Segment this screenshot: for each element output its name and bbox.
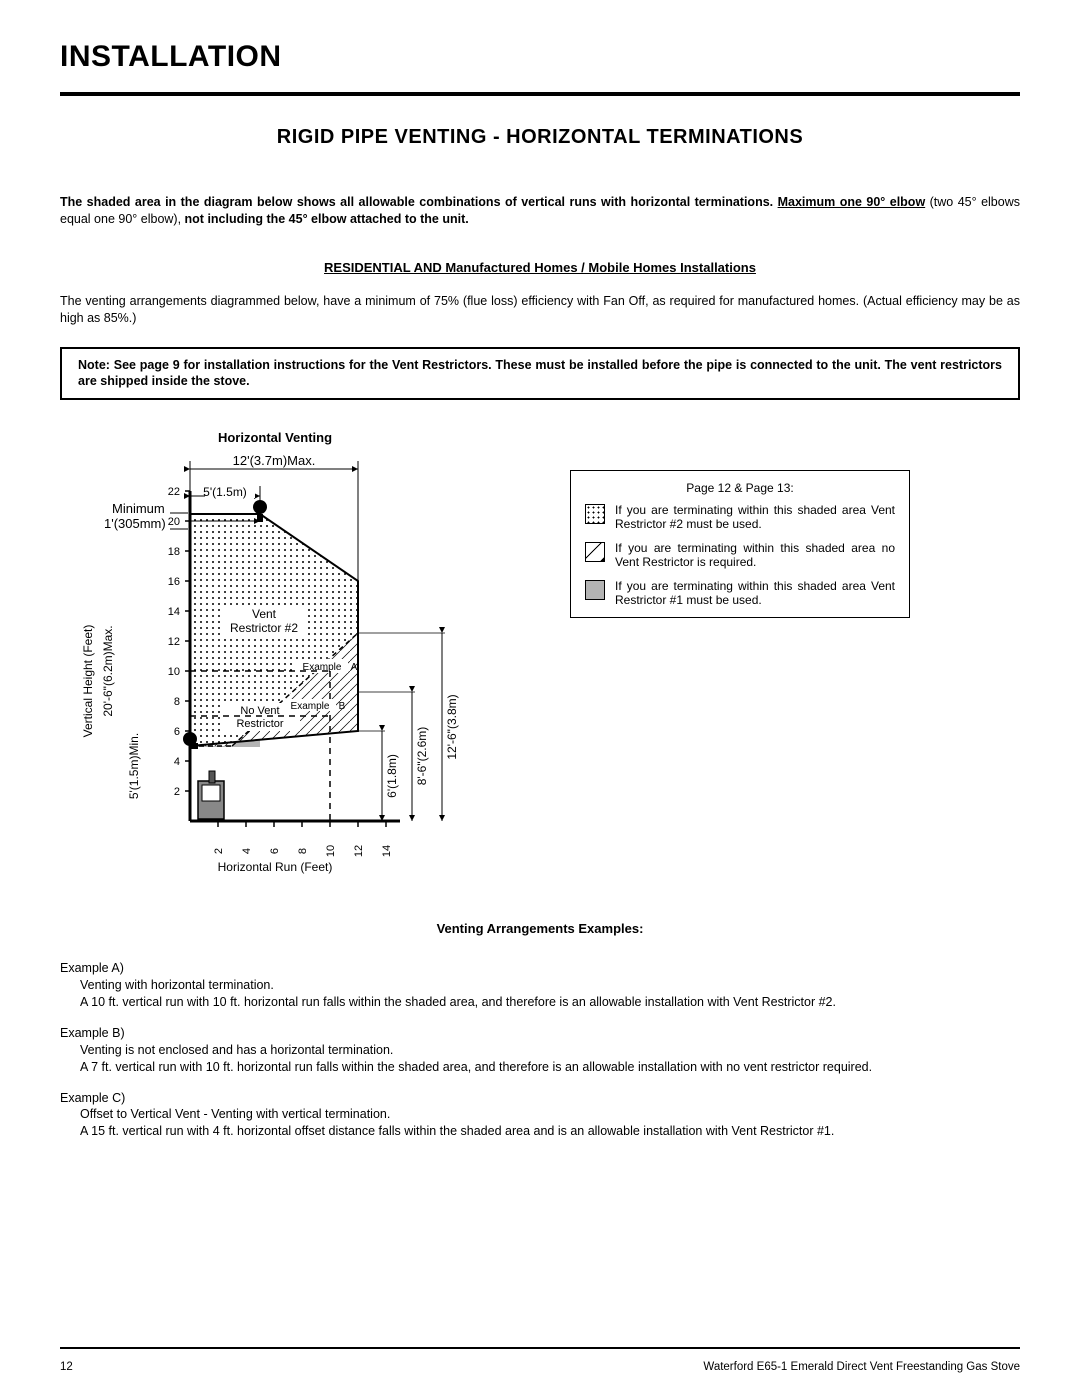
doc-title: Waterford E65-1 Emerald Direct Vent Free… <box>703 1361 1020 1373</box>
svg-text:No Vent: No Vent <box>240 705 279 717</box>
legend-title: Page 12 & Page 13: <box>585 481 895 495</box>
page-footer: 12 Waterford E65-1 Emerald Direct Vent F… <box>60 1361 1020 1373</box>
svg-text:20: 20 <box>168 516 180 528</box>
svg-text:6: 6 <box>269 848 281 854</box>
svg-text:Horizontal Run (Feet): Horizontal Run (Feet) <box>218 860 333 874</box>
footer-rule <box>60 1347 1020 1349</box>
svg-text:10: 10 <box>325 845 337 857</box>
example-a-line1: Venting with horizontal termination. <box>60 977 1020 994</box>
swatch-solid-icon <box>585 580 605 600</box>
svg-text:Minimum: Minimum <box>112 501 165 516</box>
intro-paragraph: The shaded area in the diagram below sho… <box>60 194 1020 228</box>
example-b-line1: Venting is not enclosed and has a horizo… <box>60 1042 1020 1059</box>
example-c: Example C) Offset to Vertical Vent - Ven… <box>60 1090 1020 1141</box>
example-c-line1: Offset to Vertical Vent - Venting with v… <box>60 1106 1020 1123</box>
diagram-row: Horizontal Venting <box>60 430 1020 886</box>
svg-text:18: 18 <box>168 546 180 558</box>
svg-text:12: 12 <box>168 636 180 648</box>
page-title: INSTALLATION <box>60 40 1020 74</box>
example-a-label: Example A) <box>60 960 1020 977</box>
svg-text:8: 8 <box>297 848 309 854</box>
example-c-label: Example C) <box>60 1090 1020 1107</box>
svg-text:2: 2 <box>213 848 225 854</box>
intro-max: Maximum one 90° elbow <box>778 195 926 209</box>
svg-text:Restrictor #2: Restrictor #2 <box>230 621 298 635</box>
efficiency-text: The venting arrangements diagrammed belo… <box>60 293 1020 327</box>
svg-text:22: 22 <box>168 486 180 498</box>
svg-text:20'-6"(6.2m)Max.: 20'-6"(6.2m)Max. <box>101 626 115 717</box>
svg-text:6'(1.8m): 6'(1.8m) <box>385 754 399 798</box>
svg-text:4: 4 <box>241 848 253 854</box>
svg-text:A: A <box>351 662 358 673</box>
svg-text:2: 2 <box>174 786 180 798</box>
svg-text:6: 6 <box>174 726 180 738</box>
svg-text:10: 10 <box>168 666 180 678</box>
svg-text:1'(305mm): 1'(305mm) <box>104 516 166 531</box>
legend-box: Page 12 & Page 13: If you are terminatin… <box>570 470 910 618</box>
svg-text:12'(3.7m)Max.: 12'(3.7m)Max. <box>233 453 316 468</box>
swatch-dots-icon <box>585 504 605 524</box>
residential-heading: RESIDENTIAL AND Manufactured Homes / Mob… <box>60 260 1020 275</box>
intro-tail: not including the 45° elbow attached to … <box>185 212 469 226</box>
diagram-title: Horizontal Venting <box>60 430 490 445</box>
svg-text:12'-6"(3.8m): 12'-6"(3.8m) <box>445 695 459 760</box>
svg-text:14: 14 <box>381 845 393 857</box>
note-box: Note: See page 9 for installation instru… <box>60 347 1020 401</box>
legend-text-2: If you are terminating within this shade… <box>615 541 895 569</box>
diagram-column: Horizontal Venting <box>60 430 490 886</box>
svg-text:Restrictor: Restrictor <box>236 718 283 730</box>
svg-text:12: 12 <box>353 845 365 857</box>
example-b-label: Example B) <box>60 1025 1020 1042</box>
legend-text-1: If you are terminating within this shade… <box>615 503 895 531</box>
example-a: Example A) Venting with horizontal termi… <box>60 960 1020 1011</box>
example-b: Example B) Venting is not enclosed and h… <box>60 1025 1020 1076</box>
example-b-line2: A 7 ft. vertical run with 10 ft. horizon… <box>60 1059 1020 1076</box>
section-heading: RIGID PIPE VENTING - HORIZONTAL TERMINAT… <box>60 126 1020 149</box>
legend-row-3: If you are terminating within this shade… <box>585 579 895 607</box>
title-rule <box>60 92 1020 96</box>
intro-lead: The shaded area in the diagram below sho… <box>60 195 778 209</box>
svg-text:8'-6"(2.6m): 8'-6"(2.6m) <box>415 727 429 786</box>
examples-heading: Venting Arrangements Examples: <box>60 921 1020 936</box>
page-number: 12 <box>60 1361 73 1373</box>
svg-text:8: 8 <box>174 696 180 708</box>
example-a-line2: A 10 ft. vertical run with 10 ft. horizo… <box>60 994 1020 1011</box>
legend-row-2: If you are terminating within this shade… <box>585 541 895 569</box>
svg-text:5'(1.5m): 5'(1.5m) <box>203 485 247 499</box>
svg-text:4: 4 <box>174 756 180 768</box>
svg-text:14: 14 <box>168 606 180 618</box>
svg-text:16: 16 <box>168 576 180 588</box>
legend-text-3: If you are terminating within this shade… <box>615 579 895 607</box>
svg-text:B: B <box>339 701 346 712</box>
svg-text:Example: Example <box>291 701 330 712</box>
legend-row-1: If you are terminating within this shade… <box>585 503 895 531</box>
venting-chart: 246810121416182022 2468101214 12'(3.7m)M… <box>60 451 490 881</box>
svg-text:Vent: Vent <box>252 607 277 621</box>
example-c-line2: A 15 ft. vertical run with 4 ft. horizon… <box>60 1123 1020 1140</box>
swatch-stripe-icon <box>585 542 605 562</box>
svg-text:Vertical Height (Feet): Vertical Height (Feet) <box>81 625 95 738</box>
svg-text:5'(1.5m)Min.: 5'(1.5m)Min. <box>127 733 141 799</box>
